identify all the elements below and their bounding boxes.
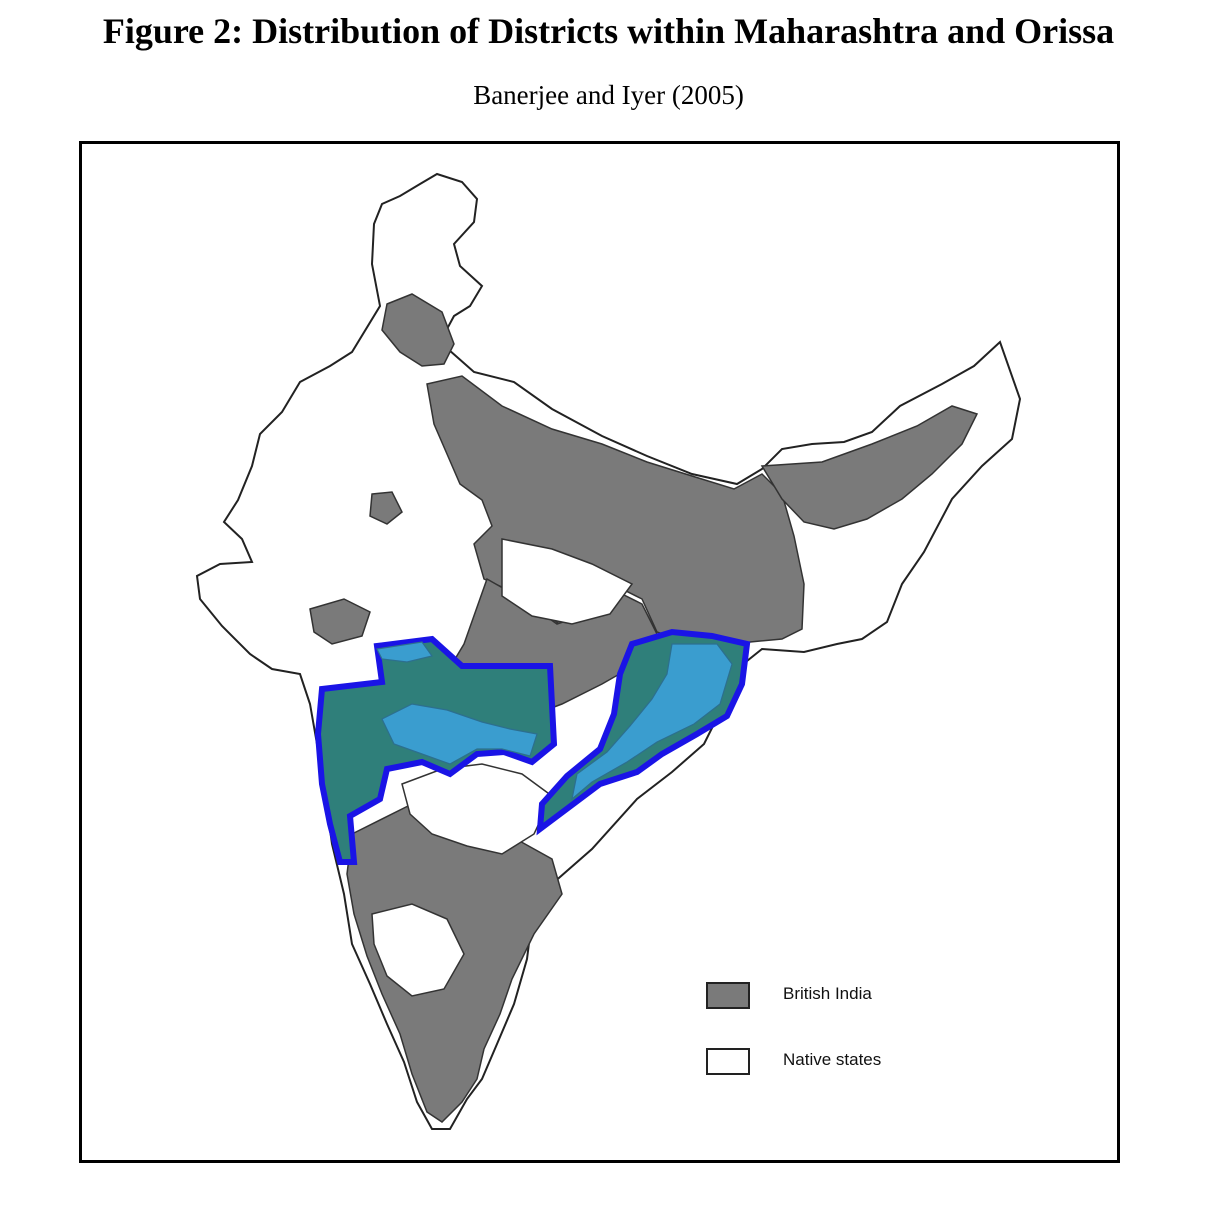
maharashtra-north-native: [376, 641, 434, 663]
northwest-region: [381, 293, 455, 367]
hyderabad-state: [401, 763, 553, 855]
orissa-highlight: [536, 628, 751, 836]
legend-label-native-states: Native states: [783, 1050, 882, 1069]
assam-region: [760, 405, 979, 530]
india-districts-map: [195, 172, 1022, 1130]
figure-subtitle: Banerjee and Iyer (2005): [473, 80, 744, 110]
maharashtra-highlight: [314, 635, 558, 865]
legend-label-british-india: British India: [783, 984, 872, 1003]
legend-swatch-native-states: [706, 1048, 750, 1075]
native-states-pockets: [371, 538, 634, 997]
rajasthan-patch: [369, 491, 403, 525]
mysore-state: [371, 903, 465, 997]
legend-swatch-british-india: [706, 982, 750, 1009]
figure-title: Figure 2: Distribution of Districts with…: [102, 11, 1115, 51]
orissa-native-areas: [571, 643, 733, 801]
central-india-states: [501, 538, 634, 625]
maharashtra-native-areas: [381, 703, 538, 765]
map-frame: British India Native states: [79, 141, 1120, 1163]
gujarat-region: [309, 598, 371, 645]
